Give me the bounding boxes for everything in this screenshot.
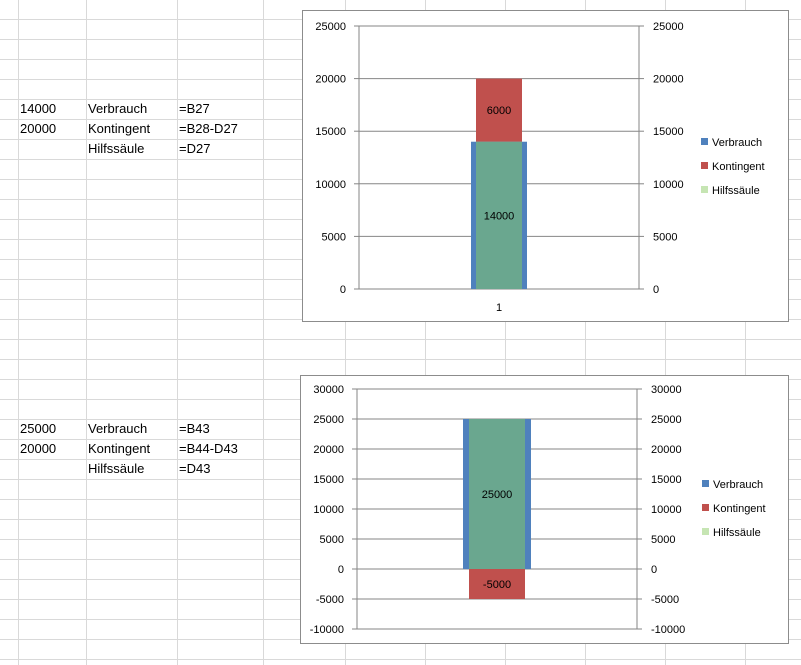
cell-label-verbrauch-2[interactable]: Verbrauch: [88, 421, 148, 436]
chart-2-legend-swatch: [702, 504, 709, 511]
chart-2-legend-label: Kontingent: [713, 503, 766, 515]
chart-1-label-kontingent: 6000: [487, 105, 511, 117]
chart-1-ytick-right: 20000: [653, 74, 684, 86]
chart-2-ytick-right: 10000: [651, 504, 682, 516]
chart-2-ytick-left: -10000: [310, 624, 344, 636]
chart-1-legend-label: Verbrauch: [712, 137, 762, 149]
chart-1-legend-swatch: [701, 186, 708, 193]
chart-2-label-hilfssaeule: 25000: [482, 489, 513, 501]
chart-2-ytick-left: 10000: [313, 504, 344, 516]
cell-value-verbrauch-1[interactable]: 14000: [20, 101, 57, 116]
chart-2-ytick-left: 25000: [313, 414, 344, 426]
chart-2-ytick-right: -5000: [651, 594, 679, 606]
cell-value-verbrauch-2[interactable]: 25000: [20, 421, 57, 436]
cell-label-hilfssaeule-1[interactable]: Hilfssäule: [88, 141, 145, 156]
chart-1-legend-label: Kontingent: [712, 161, 765, 173]
chart-2-legend-swatch: [702, 528, 709, 535]
chart-2-legend-label: Verbrauch: [713, 479, 763, 491]
chart-2-ytick-left: -5000: [316, 594, 344, 606]
chart-1-ytick-right: 10000: [653, 179, 684, 191]
chart-2-ytick-left: 30000: [313, 384, 344, 396]
cell-label-kontingent-2[interactable]: Kontingent: [88, 441, 151, 456]
chart-1-legend-label: Hilfssäule: [712, 185, 760, 197]
chart-2-legend-swatch: [702, 480, 709, 487]
chart-2-bar-kontingent[interactable]: [469, 569, 525, 599]
chart-1-ytick-left: 0: [340, 284, 346, 296]
chart-1-xtick: 1: [496, 302, 502, 314]
cell-label-hilfssaeule-2[interactable]: Hilfssäule: [88, 461, 145, 476]
chart-2-ytick-right: 20000: [651, 444, 682, 456]
cell-formula-verbrauch-1[interactable]: =B27: [179, 101, 210, 116]
cell-label-kontingent-1[interactable]: Kontingent: [88, 121, 151, 136]
chart-1-label-hilfssaeule: 14000: [484, 210, 515, 222]
chart-1-ytick-left: 25000: [315, 21, 346, 33]
chart-2[interactable]: 30000 30000 25000 25000 20000 20000 15000 15000…: [300, 375, 789, 644]
cell-formula-hilfssaeule-2[interactable]: =D43: [179, 461, 211, 476]
chart-2-ytick-right: 15000: [651, 474, 682, 486]
chart-2-ytick-left: 15000: [313, 474, 344, 486]
chart-1-ytick-left: 10000: [315, 179, 346, 191]
chart-2-ytick-right: 5000: [651, 534, 675, 546]
chart-1-legend-swatch: [701, 162, 708, 169]
chart-2-legend-label: Hilfssäule: [713, 527, 761, 539]
cell-value-kontingent-1[interactable]: 20000: [20, 121, 57, 136]
cell-value-kontingent-2[interactable]: 20000: [20, 441, 57, 456]
chart-1[interactable]: 25000 25000 20000 20000 15000 15000 10000 10000…: [302, 10, 789, 322]
cell-label-verbrauch-1[interactable]: Verbrauch: [88, 101, 148, 116]
chart-2-canvas: 30000 30000 25000 25000 20000 20000 15000 15000…: [310, 384, 766, 636]
chart-1-ytick-right: 25000: [653, 21, 684, 33]
chart-2-ytick-right: 0: [651, 564, 657, 576]
chart-1-bar-kontingent[interactable]: [476, 78, 522, 142]
chart-1-ytick-right: 0: [653, 284, 659, 296]
chart-1-ytick-left: 15000: [315, 126, 346, 138]
chart-2-label-kontingent: -5000: [483, 579, 511, 591]
cell-formula-verbrauch-2[interactable]: =B43: [179, 421, 210, 436]
cell-formula-kontingent-1[interactable]: =B28-D27: [179, 121, 238, 136]
chart-2-ytick-left: 20000: [313, 444, 344, 456]
chart-2-bar-hilfssaeule[interactable]: [469, 419, 525, 569]
chart-1-bar-hilfssaeule[interactable]: [476, 141, 522, 289]
chart-1-ytick-right: 15000: [653, 126, 684, 138]
chart-2-ytick-left: 0: [338, 564, 344, 576]
chart-2-ytick-left: 5000: [320, 534, 344, 546]
chart-2-ytick-right: 30000: [651, 384, 682, 396]
chart-2-ytick-right: 25000: [651, 414, 682, 426]
chart-2-ytick-right: -10000: [651, 624, 685, 636]
chart-1-legend-swatch: [701, 138, 708, 145]
chart-1-ytick-left: 20000: [315, 74, 346, 86]
chart-1-ytick-left: 5000: [322, 231, 346, 243]
chart-1-ytick-right: 5000: [653, 231, 677, 243]
cell-formula-hilfssaeule-1[interactable]: =D27: [179, 141, 211, 156]
cell-formula-kontingent-2[interactable]: =B44-D43: [179, 441, 238, 456]
